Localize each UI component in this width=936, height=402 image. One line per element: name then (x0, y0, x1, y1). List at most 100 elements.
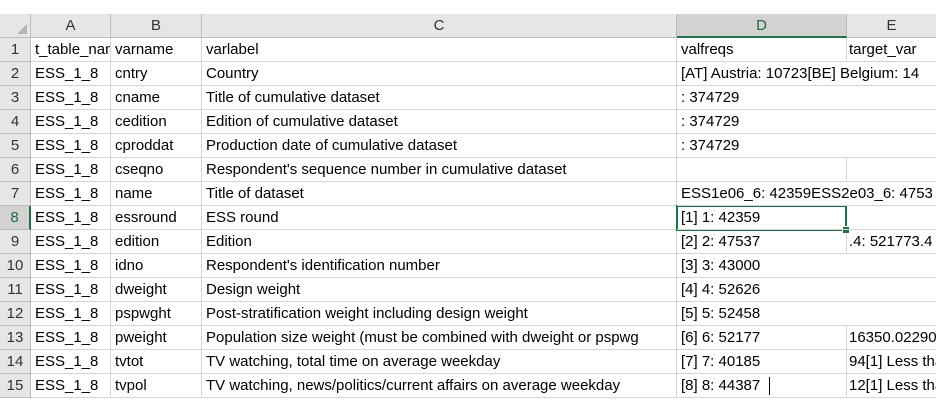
cell-a[interactable]: ESS_1_8 (31, 326, 111, 350)
row-header[interactable]: 3 (0, 86, 31, 110)
cell-b[interactable]: cseqno (111, 158, 202, 182)
cell-a[interactable]: ESS_1_8 (31, 134, 111, 158)
cell-c[interactable]: Production date of cumulative dataset (202, 134, 677, 158)
column-header-b[interactable]: B (111, 14, 202, 38)
cell-b[interactable]: cproddat (111, 134, 202, 158)
cell-d[interactable]: valfreqs (677, 38, 847, 62)
cell-c[interactable]: Edition (202, 230, 677, 254)
cell-e[interactable] (847, 158, 936, 182)
cell-d[interactable]: [5] 5: 52458 (677, 302, 936, 326)
cell-c[interactable]: Respondent's sequence number in cumulati… (202, 158, 677, 182)
cell-b[interactable]: tvpol (111, 374, 202, 398)
cell-e[interactable]: 16350.02290 (847, 326, 936, 350)
cell-c[interactable]: TV watching, total time on average weekd… (202, 350, 677, 374)
cell-c[interactable]: TV watching, news/politics/current affai… (202, 374, 677, 398)
row-header[interactable]: 12 (0, 302, 31, 326)
table-row: 15 ESS_1_8 tvpol TV watching, news/politics… (0, 374, 936, 398)
cell-a[interactable]: ESS_1_8 (31, 350, 111, 374)
cell-b[interactable]: idno (111, 254, 202, 278)
cell-c[interactable]: varlabel (202, 38, 677, 62)
cell-b[interactable]: pweight (111, 326, 202, 350)
row-header[interactable]: 7 (0, 182, 31, 206)
table-row: 10 ESS_1_8 idno Respondent's identification… (0, 254, 936, 278)
cell-a[interactable]: ESS_1_8 (31, 182, 111, 206)
fill-handle[interactable] (842, 226, 850, 234)
cell-a[interactable]: ESS_1_8 (31, 254, 111, 278)
cell-c[interactable]: Country (202, 62, 677, 86)
column-header-row: A B C D E (0, 14, 936, 38)
cell-d[interactable]: [2] 2: 47537 (677, 230, 847, 254)
cell-a[interactable]: ESS_1_8 (31, 86, 111, 110)
cell-c[interactable]: Respondent's identification number (202, 254, 677, 278)
cell-c[interactable]: Title of dataset (202, 182, 677, 206)
row-header[interactable]: 1 (0, 38, 31, 62)
table-row: 12 ESS_1_8 pspwght Post-stratification weig… (0, 302, 936, 326)
column-header-a[interactable]: A (31, 14, 111, 38)
cell-a[interactable]: ESS_1_8 (31, 302, 111, 326)
cell-d[interactable]: ESS1e06_6: 42359ESS2e03_6: 4753 (677, 182, 936, 206)
row-header[interactable]: 9 (0, 230, 31, 254)
cell-d[interactable]: [4] 4: 52626 (677, 278, 936, 302)
cell-c[interactable]: ESS round (202, 206, 677, 230)
cell-b[interactable]: pspwght (111, 302, 202, 326)
table-row: 7 ESS_1_8 name Title of dataset ESS1e06_6: 4… (0, 182, 936, 206)
cell-e[interactable]: .4: 521773.4 (847, 230, 936, 254)
cell-d[interactable] (677, 158, 847, 182)
text-cursor (769, 377, 770, 395)
row-header[interactable]: 5 (0, 134, 31, 158)
cell-d[interactable]: [1] 1: 42359 (677, 206, 936, 230)
cell-c[interactable]: Design weight (202, 278, 677, 302)
cell-d[interactable]: : 374729 (677, 134, 936, 158)
cell-a[interactable]: ESS_1_8 (31, 230, 111, 254)
table-row: 5 ESS_1_8 cproddat Production date of cumul… (0, 134, 936, 158)
row-header[interactable]: 13 (0, 326, 31, 350)
cell-d[interactable]: [3] 3: 43000 (677, 254, 936, 278)
row-header[interactable]: 2 (0, 62, 31, 86)
row-header[interactable]: 11 (0, 278, 31, 302)
cell-b[interactable]: tvtot (111, 350, 202, 374)
cell-b[interactable]: dweight (111, 278, 202, 302)
cell-b[interactable]: cname (111, 86, 202, 110)
table-row: 4 ESS_1_8 cedition Edition of cumulative da… (0, 110, 936, 134)
cell-d[interactable]: : 374729 (677, 86, 936, 110)
cell-e[interactable]: target_var (847, 38, 936, 62)
cell-b[interactable]: essround (111, 206, 202, 230)
column-header-c[interactable]: C (202, 14, 677, 38)
row-header[interactable]: 4 (0, 110, 31, 134)
row-header[interactable]: 15 (0, 374, 31, 398)
cell-d[interactable]: [6] 6: 52177 (677, 326, 847, 350)
table-row: 13 ESS_1_8 pweight Population size weight (… (0, 326, 936, 350)
row-header[interactable]: 14 (0, 350, 31, 374)
cell-c[interactable]: Edition of cumulative dataset (202, 110, 677, 134)
cell-e[interactable]: 94[1] Less tha (847, 350, 936, 374)
column-header-d[interactable]: D (677, 14, 847, 38)
cell-d[interactable]: [7] 7: 40185 (677, 350, 847, 374)
cell-b[interactable]: cedition (111, 110, 202, 134)
table-row: 1t_table_namevarnamevarlabelvalfreqstarg… (0, 38, 936, 62)
cell-b[interactable]: edition (111, 230, 202, 254)
row-header[interactable]: 8 (0, 206, 31, 230)
column-header-e[interactable]: E (847, 14, 936, 38)
table-row: 9 ESS_1_8 edition Edition [2] 2: 47537.4: 52… (0, 230, 936, 254)
select-all-corner[interactable] (0, 14, 31, 38)
cell-a[interactable]: t_table_name (31, 38, 111, 62)
cell-c[interactable]: Title of cumulative dataset (202, 86, 677, 110)
cell-a[interactable]: ESS_1_8 (31, 374, 111, 398)
cell-b[interactable]: name (111, 182, 202, 206)
cell-a[interactable]: ESS_1_8 (31, 206, 111, 230)
cell-d[interactable]: : 374729 (677, 110, 936, 134)
cell-a[interactable]: ESS_1_8 (31, 158, 111, 182)
cell-a[interactable]: ESS_1_8 (31, 62, 111, 86)
row-header[interactable]: 10 (0, 254, 31, 278)
cell-b[interactable]: varname (111, 38, 202, 62)
cell-e[interactable]: 12[1] Less tha (847, 374, 936, 398)
cell-a[interactable]: ESS_1_8 (31, 278, 111, 302)
cell-d[interactable]: [8] 8: 44387 (677, 374, 847, 398)
cell-c[interactable]: Post-stratification weight including des… (202, 302, 677, 326)
cell-d[interactable]: [AT] Austria: 10723[BE] Belgium: 14 (677, 62, 936, 86)
cell-a[interactable]: ESS_1_8 (31, 110, 111, 134)
cell-b[interactable]: cntry (111, 62, 202, 86)
row-header[interactable]: 6 (0, 158, 31, 182)
cell-c[interactable]: Population size weight (must be combined… (202, 326, 677, 350)
